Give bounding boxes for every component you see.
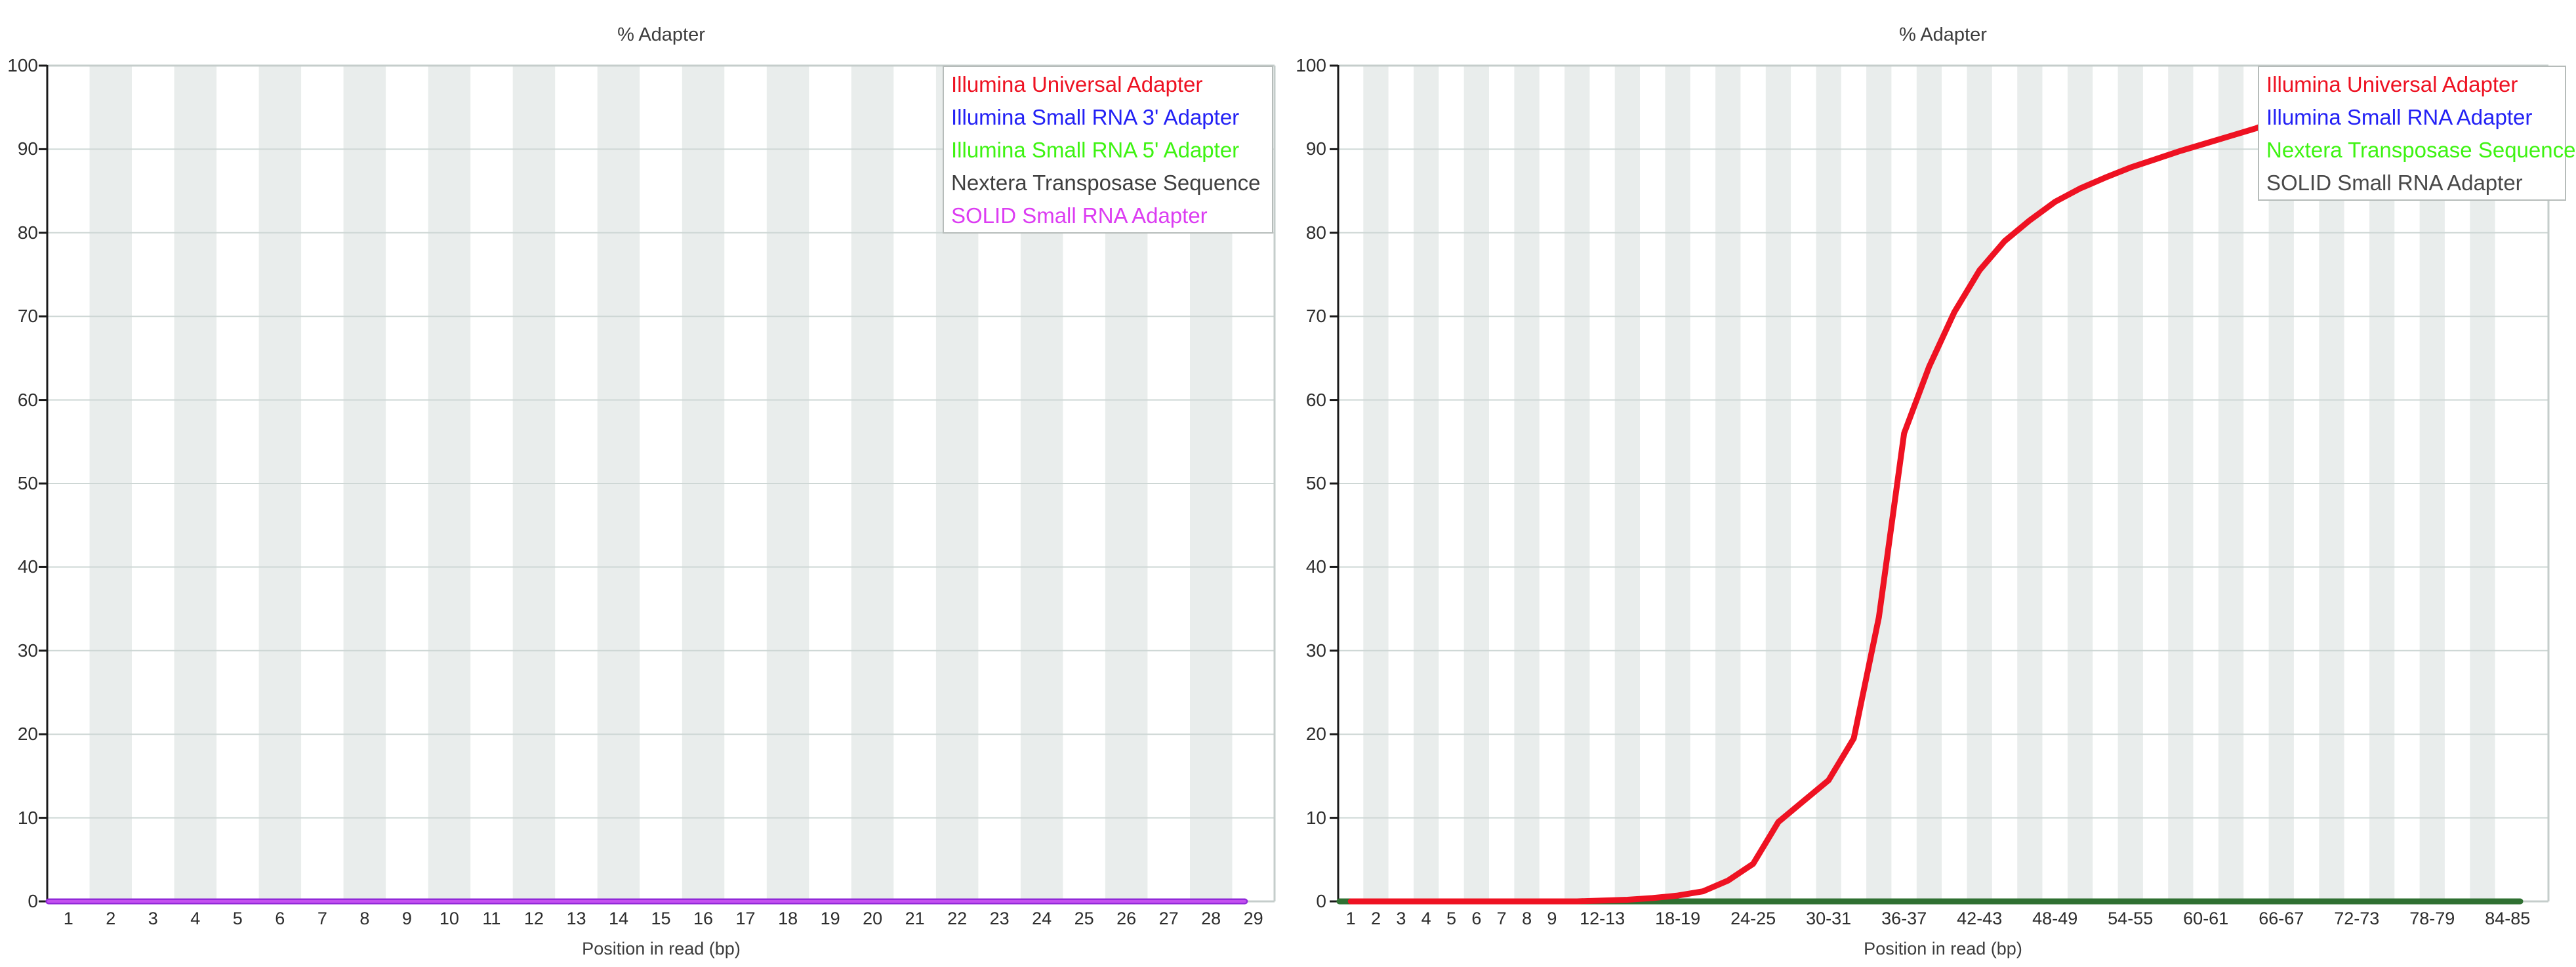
y-tick-label-80: 80: [1305, 222, 1326, 243]
x-tick-label-3: 3: [1396, 909, 1406, 928]
x-tick-label-7: 7: [317, 909, 327, 928]
y-tick-label-100: 100: [7, 55, 38, 75]
y-tick-label-70: 70: [17, 306, 38, 327]
y-tick-label-70: 70: [1305, 306, 1326, 327]
y-tick-label-80: 80: [17, 222, 38, 243]
x-tick-label-19: 19: [820, 909, 840, 928]
x-tick-label-4: 4: [1421, 909, 1431, 928]
x-tick-label-1: 1: [1345, 909, 1356, 928]
x-tick-label-24-25: 24-25: [1730, 909, 1776, 928]
x-tick-label-9: 9: [1547, 909, 1557, 928]
legend-item-nextera-transposase-sequence: Nextera Transposase Sequence: [2266, 138, 2576, 162]
x-tick-label-5: 5: [232, 909, 243, 928]
x-tick-label-1: 1: [63, 909, 73, 928]
x-tick-label-22: 22: [947, 909, 968, 928]
x-tick-label-16: 16: [693, 909, 714, 928]
legend-item-solid-small-rna-adapter: SOLID Small RNA Adapter: [2266, 171, 2523, 195]
y-tick-label-10: 10: [17, 807, 38, 828]
x-tick-label-8: 8: [1522, 909, 1532, 928]
x-tick-label-48-49: 48-49: [2032, 909, 2078, 928]
y-tick-label-50: 50: [17, 473, 38, 493]
x-tick-label-5: 5: [1446, 909, 1457, 928]
y-tick-label-30: 30: [1305, 640, 1326, 661]
y-tick-label-10: 10: [1305, 807, 1326, 828]
x-tick-label-9: 9: [401, 909, 412, 928]
y-tick-label-60: 60: [17, 389, 38, 410]
right-chart-legend: Illumina Universal Adapter Illumina Small…: [2258, 66, 2576, 201]
x-tick-label-15: 15: [651, 909, 671, 928]
y-tick-label-50: 50: [1305, 473, 1326, 493]
legend-item-illumina-small-rna-adapter: Illumina Small RNA Adapter: [2266, 105, 2533, 129]
right-chart-title: % Adapter: [1899, 24, 1987, 45]
x-tick-label-14: 14: [608, 909, 629, 928]
x-tick-label-8: 8: [359, 909, 370, 928]
x-tick-label-7: 7: [1496, 909, 1507, 928]
legend-item-illumina-small-rna-3-adapter: Illumina Small RNA 3' Adapter: [951, 105, 1240, 129]
x-tick-label-3: 3: [148, 909, 158, 928]
x-tick-label-6: 6: [275, 909, 285, 928]
x-tick-label-28: 28: [1201, 909, 1221, 928]
x-tick-label-66-67: 66-67: [2259, 909, 2304, 928]
x-tick-label-18-19: 18-19: [1655, 909, 1701, 928]
x-tick-label-18: 18: [778, 909, 798, 928]
y-tick-label-0: 0: [28, 891, 38, 911]
x-tick-label-2: 2: [106, 909, 116, 928]
x-tick-label-78-79: 78-79: [2409, 909, 2455, 928]
x-tick-label-23: 23: [989, 909, 1010, 928]
right-chart-x-axis-title: Position in read (bp): [1864, 939, 2022, 958]
y-tick-label-90: 90: [17, 138, 38, 159]
x-tick-label-54-55: 54-55: [2108, 909, 2154, 928]
y-tick-label-60: 60: [1305, 389, 1326, 410]
x-tick-label-72-73: 72-73: [2334, 909, 2380, 928]
legend-item-illumina-universal-adapter: Illumina Universal Adapter: [2266, 72, 2518, 96]
series-line: [1347, 119, 2274, 905]
x-tick-label-12: 12: [523, 909, 544, 928]
left-chart-x-axis-title: Position in read (bp): [582, 939, 741, 958]
x-tick-label-26: 26: [1116, 909, 1137, 928]
x-tick-label-30-31: 30-31: [1806, 909, 1852, 928]
y-tick-label-30: 30: [17, 640, 38, 661]
legend-item-solid-small-rna-adapter: SOLID Small RNA Adapter: [951, 203, 1208, 228]
x-tick-label-11: 11: [482, 909, 501, 928]
y-tick-label-20: 20: [17, 724, 38, 745]
x-tick-label-21: 21: [905, 909, 925, 928]
legend-item-nextera-transposase-sequence: Nextera Transposase Sequence: [951, 171, 1261, 195]
y-tick-label-40: 40: [1305, 556, 1326, 577]
x-tick-label-13: 13: [566, 909, 586, 928]
left-chart-title: % Adapter: [617, 24, 705, 45]
x-tick-label-24: 24: [1032, 909, 1052, 928]
x-tick-label-17: 17: [735, 909, 756, 928]
legend-item-illumina-universal-adapter: Illumina Universal Adapter: [951, 72, 1203, 96]
x-tick-label-20: 20: [863, 909, 883, 928]
y-tick-label-90: 90: [1305, 138, 1326, 159]
x-tick-label-36-37: 36-37: [1881, 909, 1927, 928]
legend-item-illumina-small-rna-5-adapter: Illumina Small RNA 5' Adapter: [951, 138, 1240, 162]
x-tick-label-42-43: 42-43: [1957, 909, 2003, 928]
x-tick-label-12-13: 12-13: [1580, 909, 1625, 928]
x-tick-label-10: 10: [439, 909, 459, 928]
x-tick-label-84-85: 84-85: [2485, 909, 2531, 928]
y-tick-label-40: 40: [17, 556, 38, 577]
x-tick-label-25: 25: [1074, 909, 1094, 928]
x-tick-label-6: 6: [1471, 909, 1482, 928]
y-tick-label-100: 100: [1296, 55, 1326, 75]
left-chart-legend: Illumina Universal Adapter Illumina Small…: [943, 66, 1273, 234]
y-tick-label-20: 20: [1305, 724, 1326, 745]
x-tick-label-2: 2: [1370, 909, 1381, 928]
x-tick-label-4: 4: [190, 909, 201, 928]
x-tick-label-29: 29: [1243, 909, 1263, 928]
x-tick-label-60-61: 60-61: [2183, 909, 2229, 928]
x-tick-label-27: 27: [1158, 909, 1179, 928]
y-tick-label-0: 0: [1316, 891, 1326, 911]
